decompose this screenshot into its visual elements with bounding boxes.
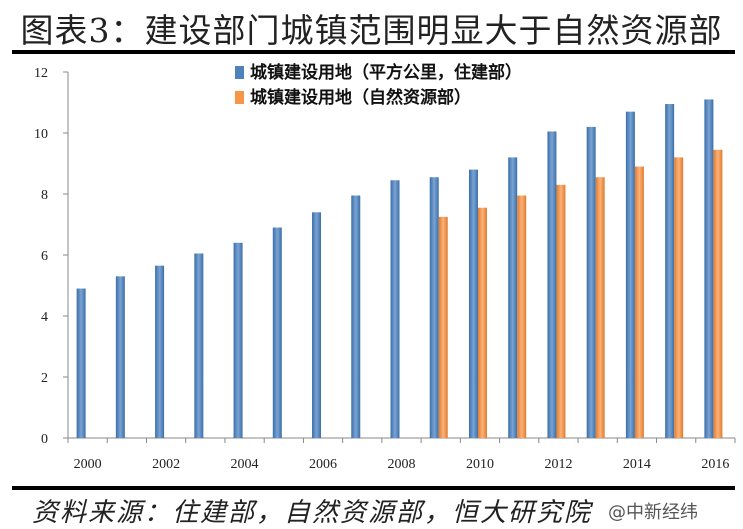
x-tick-label: 2006 — [309, 457, 337, 472]
bar-mohurd — [312, 212, 322, 438]
bar-mnr — [556, 184, 566, 438]
bar-mohurd — [272, 227, 282, 438]
bar-mohurd — [233, 242, 243, 438]
x-tick-label: 2012 — [544, 457, 572, 472]
bar-mnr — [595, 177, 605, 438]
x-tick-label: 2010 — [466, 457, 494, 472]
bar-mohurd — [625, 111, 635, 439]
x-tick-label: 2008 — [388, 457, 416, 472]
y-tick-label: 12 — [34, 66, 48, 81]
x-tick-label: 2002 — [152, 457, 180, 472]
x-tick-label: 2004 — [231, 457, 259, 472]
bar-mohurd — [704, 99, 714, 438]
bar-mohurd — [665, 104, 675, 439]
legend-swatch — [235, 91, 244, 104]
legend-label: 城镇建设用地（平方公里，住建部） — [250, 62, 522, 83]
y-tick-label: 6 — [41, 249, 48, 264]
bar-mohurd — [194, 253, 204, 438]
bar-mohurd — [508, 157, 518, 438]
bar-mohurd — [429, 177, 439, 438]
bar-mohurd — [76, 288, 86, 438]
bar-mnr — [477, 207, 487, 438]
bar-mohurd — [547, 131, 557, 438]
bar-mohurd — [115, 276, 125, 438]
watermark: @中新经纬 — [608, 502, 698, 523]
bar-mohurd — [351, 195, 361, 438]
bar-mnr — [517, 195, 527, 438]
y-tick-label: 8 — [41, 188, 48, 203]
bar-mnr — [634, 166, 644, 439]
bar-mohurd — [390, 180, 400, 438]
title-rule — [12, 50, 735, 54]
bar-mnr — [438, 216, 448, 438]
bar-mnr — [713, 149, 723, 438]
y-tick-label: 2 — [41, 371, 48, 386]
source-note: 资料来源：住建部，自然资源部，恒大研究院 — [32, 498, 593, 528]
bar-mohurd — [586, 126, 596, 439]
y-tick-label: 4 — [41, 310, 48, 325]
x-tick-label: 2000 — [74, 457, 102, 472]
x-tick-label: 2014 — [623, 457, 651, 472]
footer-rule — [12, 486, 735, 490]
bar-mnr — [674, 157, 684, 438]
bar-mohurd — [468, 169, 478, 438]
y-tick-label: 10 — [34, 127, 48, 142]
x-tick-label: 2016 — [701, 457, 729, 472]
y-tick-label: 0 — [41, 432, 48, 447]
legend-swatch — [235, 66, 244, 79]
bar-mohurd — [155, 265, 165, 438]
chart-title: 图表3：建设部门城镇范围明显大于自然资源部 — [20, 11, 723, 50]
legend-label: 城镇建设用地（自然资源部） — [250, 87, 471, 108]
